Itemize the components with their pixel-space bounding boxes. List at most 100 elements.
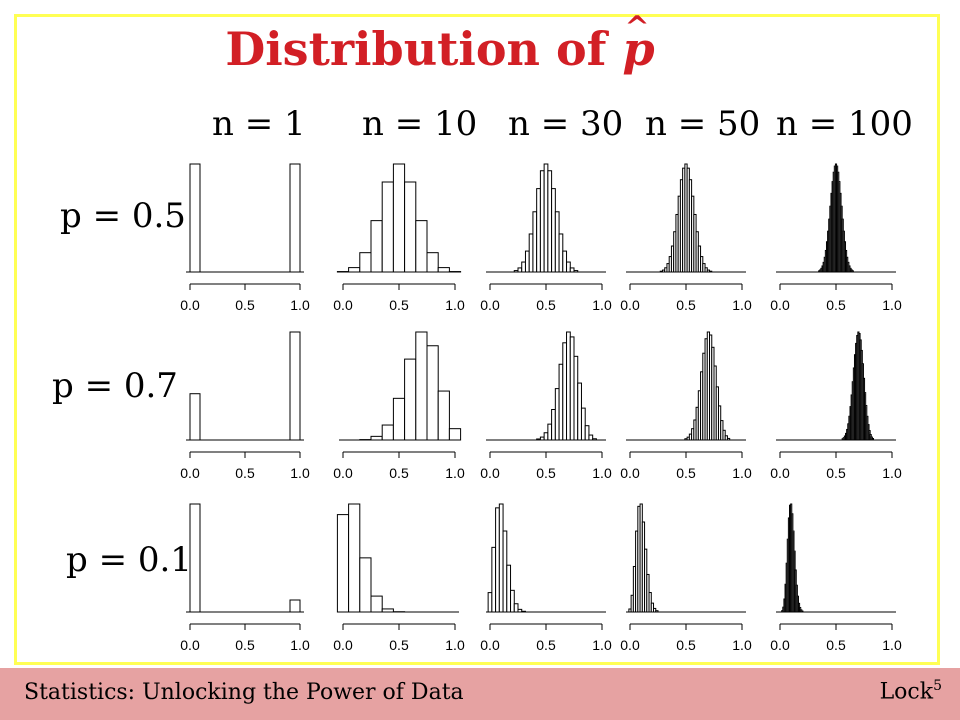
x-tick-label: 0.5 xyxy=(389,465,409,481)
hist-bar xyxy=(426,252,439,273)
x-tick-label: 0.5 xyxy=(826,297,846,313)
hist-bar xyxy=(524,250,530,273)
x-tick-label: 0.5 xyxy=(389,297,409,313)
slide-frame xyxy=(14,14,940,665)
hist-bar xyxy=(370,435,383,441)
x-tick-label: 1.0 xyxy=(592,297,612,313)
hist-bar xyxy=(562,342,568,441)
x-tick-label: 1.0 xyxy=(290,465,310,481)
hist-bar xyxy=(448,428,462,441)
hist-bar xyxy=(539,436,545,441)
label-p-0.1: p = 0.1 xyxy=(66,540,192,580)
hist-bar xyxy=(722,429,726,441)
footer-text: Statistics: Unlocking the Power of Data xyxy=(24,680,464,705)
label-p-0.5: p = 0.5 xyxy=(60,196,186,236)
hist-bar xyxy=(569,336,575,441)
hist-bar xyxy=(871,438,875,441)
x-tick-label: 0.0 xyxy=(333,637,353,653)
x-tick-label: 0.0 xyxy=(333,297,353,313)
hist-bar xyxy=(487,592,493,613)
x-tick-label: 0.5 xyxy=(389,637,409,653)
hist-bar xyxy=(521,610,526,613)
hist-bar xyxy=(513,270,519,273)
x-tick-label: 1.0 xyxy=(445,465,465,481)
hist-bar xyxy=(558,363,564,441)
x-tick-label: 1.0 xyxy=(732,297,752,313)
hist-bar xyxy=(381,181,394,273)
label-n-100: n = 100 xyxy=(776,104,913,144)
hist-bar xyxy=(381,608,394,613)
x-tick-label: 1.0 xyxy=(445,297,465,313)
x-tick-label: 0.0 xyxy=(620,465,640,481)
hist-bar xyxy=(724,435,728,441)
x-tick-label: 1.0 xyxy=(290,297,310,313)
hist-bar xyxy=(709,270,713,273)
hist-bar xyxy=(539,170,545,273)
hist-bar xyxy=(189,393,201,441)
hist-bar xyxy=(584,425,590,441)
hist-bar xyxy=(543,432,549,441)
x-tick-label: 1.0 xyxy=(445,637,465,653)
hist-bar xyxy=(588,434,594,441)
x-tick-label: 1.0 xyxy=(592,637,612,653)
hist-bar xyxy=(551,409,556,441)
hist-bar xyxy=(521,261,526,273)
label-n-30: n = 30 xyxy=(508,104,624,144)
label-n-50: n = 50 xyxy=(645,104,761,144)
x-tick-label: 0.0 xyxy=(620,297,640,313)
x-tick-label: 0.0 xyxy=(770,297,790,313)
x-tick-label: 1.0 xyxy=(882,465,902,481)
x-tick-label: 0.5 xyxy=(676,637,696,653)
hist-bar xyxy=(189,503,201,613)
hist-bar xyxy=(543,163,549,273)
hist-bar xyxy=(392,397,406,441)
hist-bar xyxy=(573,355,579,441)
hist-bar xyxy=(189,163,201,273)
x-tick-label: 1.0 xyxy=(592,465,612,481)
footer-bar: Statistics: Unlocking the Power of Data … xyxy=(0,668,960,720)
x-tick-label: 0.5 xyxy=(536,297,556,313)
x-tick-label: 0.5 xyxy=(536,465,556,481)
x-tick-label: 0.5 xyxy=(826,637,846,653)
hist-bar xyxy=(573,270,579,273)
title-text: Distribution of xyxy=(225,22,623,76)
x-tick-label: 0.5 xyxy=(676,297,696,313)
hist-bar xyxy=(566,261,571,273)
hist-bar xyxy=(569,267,575,273)
hist-bar xyxy=(415,331,428,441)
hist-bar xyxy=(370,220,383,273)
hist-bar xyxy=(498,503,504,613)
hist-bar xyxy=(650,602,655,613)
hist-bar xyxy=(558,233,564,273)
hist-bar xyxy=(536,188,541,273)
hist-bar xyxy=(289,331,301,441)
label-n-1: n = 1 xyxy=(212,104,306,144)
hist-bar xyxy=(404,181,417,273)
hist-bar xyxy=(289,163,301,273)
hist-bar xyxy=(359,252,372,273)
hist-bar xyxy=(289,599,301,613)
label-n-10: n = 10 xyxy=(362,104,478,144)
hist-bar xyxy=(513,603,519,613)
footer-brand-sup: 5 xyxy=(933,678,942,694)
hist-bar xyxy=(348,267,361,273)
hist-bar xyxy=(359,557,372,613)
x-tick-label: 0.5 xyxy=(826,465,846,481)
hist-bar xyxy=(495,507,500,613)
hist-bar xyxy=(551,188,556,273)
hist-bar xyxy=(648,592,652,613)
hist-bar xyxy=(404,358,417,441)
x-tick-label: 0.5 xyxy=(235,297,255,313)
hat-symbol: ^ xyxy=(624,10,650,45)
hist-bar xyxy=(726,437,731,441)
hist-bar xyxy=(655,610,659,613)
x-tick-label: 1.0 xyxy=(290,637,310,653)
hist-bar xyxy=(415,220,428,273)
hist-bar xyxy=(562,250,568,273)
hist-bar xyxy=(566,331,571,441)
hist-bar xyxy=(517,267,523,273)
hist-bar xyxy=(577,382,582,441)
hist-bar xyxy=(437,390,450,441)
hist-bar xyxy=(536,438,541,441)
x-tick-label: 0.0 xyxy=(620,637,640,653)
